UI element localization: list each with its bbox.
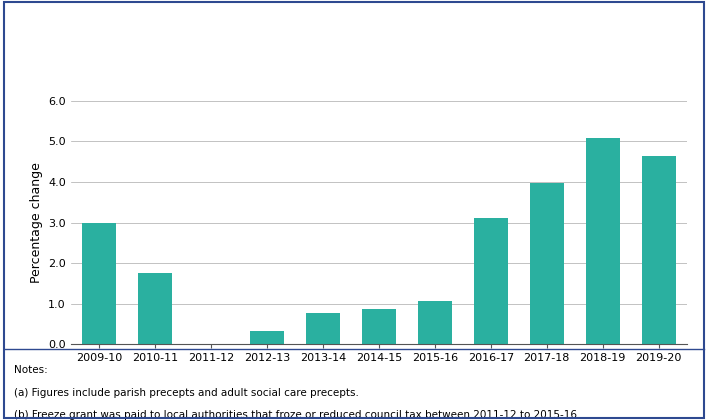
Bar: [530, 183, 564, 344]
Bar: [418, 301, 452, 344]
Text: Notes:: Notes:: [14, 365, 47, 375]
Text: (b) Freeze grant was paid to local authorities that froze or reduced council tax: (b) Freeze grant was paid to local autho…: [14, 410, 581, 420]
Bar: [82, 223, 115, 344]
Bar: [642, 155, 675, 344]
Y-axis label: Percentage change: Percentage change: [30, 162, 42, 283]
Bar: [138, 273, 171, 344]
Bar: [362, 310, 396, 344]
Text: Chart A: Average Band D council tax in England percentage change 2009-10 to 2019: Chart A: Average Band D council tax in E…: [14, 40, 595, 52]
Bar: [586, 138, 620, 344]
Bar: [250, 331, 284, 344]
Bar: [474, 218, 508, 344]
Bar: [306, 313, 340, 344]
Text: (a) Figures include parish precepts and adult social care precepts.: (a) Figures include parish precepts and …: [14, 388, 359, 398]
